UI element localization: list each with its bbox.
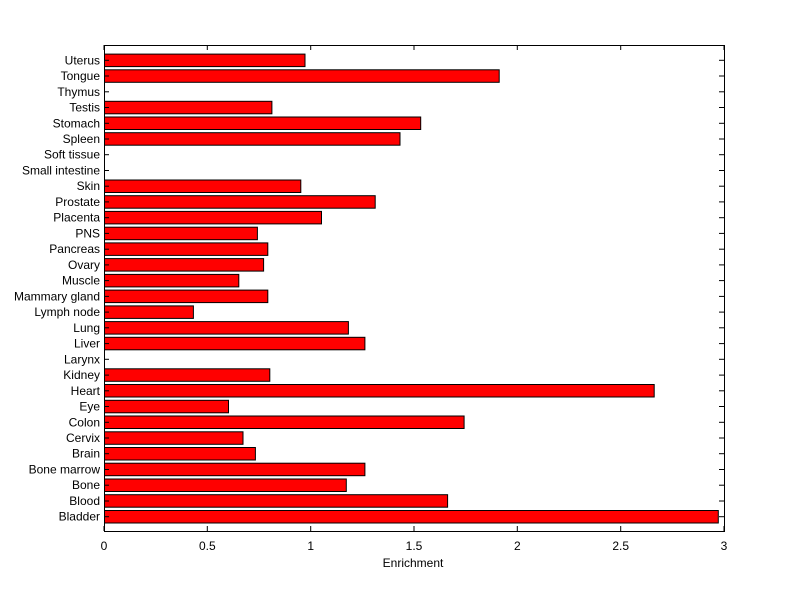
y-tick-label-liver: Liver: [74, 337, 100, 351]
bar-muscle: [104, 273, 240, 288]
bar-tongue: [104, 69, 500, 83]
bar-placenta: [104, 210, 322, 225]
y-tick-label-placenta: Placenta: [53, 211, 100, 225]
y-tick-label-bone-marrow: Bone marrow: [29, 463, 101, 477]
bar-colon: [104, 415, 465, 429]
y-tick-label-cervix: Cervix: [66, 431, 100, 445]
y-tick-label-pancreas: Pancreas: [49, 242, 100, 256]
bar-heart: [104, 384, 655, 398]
y-tick-label-thymus: Thymus: [57, 85, 100, 99]
y-tick-label-kidney: Kidney: [63, 368, 100, 382]
bar-liver: [104, 336, 366, 351]
bar-stomach: [104, 116, 422, 130]
x-tick-label-2: 1: [307, 539, 314, 553]
y-tick-label-prostate: Prostate: [55, 195, 100, 209]
bar-pns: [104, 226, 258, 241]
bar-spleen: [104, 132, 401, 146]
plot-frame: [104, 45, 725, 532]
bar-skin: [104, 179, 302, 193]
bar-bone-marrow: [104, 462, 366, 477]
x-axis-label: Enrichment: [383, 556, 444, 570]
bar-eye: [104, 399, 229, 414]
y-tick-label-lymph-node: Lymph node: [34, 305, 100, 319]
y-tick-label-soft-tissue: Soft tissue: [44, 148, 100, 162]
x-tick-label-4: 2: [514, 539, 521, 553]
bar-brain: [104, 447, 256, 461]
x-tick-label-1: 0.5: [199, 539, 216, 553]
bar-lymph-node: [104, 305, 194, 319]
bar-prostate: [104, 195, 376, 209]
y-tick-label-pns: PNS: [75, 226, 100, 240]
bar-bone: [104, 478, 347, 492]
y-tick-label-mammary-gland: Mammary gland: [14, 289, 100, 303]
y-tick-label-tongue: Tongue: [61, 69, 101, 83]
bar-ovary: [104, 258, 265, 272]
bar-lung: [104, 321, 349, 335]
y-tick-label-brain: Brain: [72, 447, 100, 461]
y-tick-label-ovary: Ovary: [68, 258, 100, 272]
y-tick-label-testis: Testis: [69, 101, 100, 115]
bar-testis: [104, 100, 273, 115]
bar-kidney: [104, 368, 271, 382]
y-tick-label-bladder: Bladder: [59, 510, 100, 524]
bar-blood: [104, 494, 449, 508]
y-tick-label-bone: Bone: [72, 478, 100, 492]
x-tick-label-3: 1.5: [406, 539, 423, 553]
bar-pancreas: [104, 242, 269, 256]
bar-cervix: [104, 431, 244, 445]
y-tick-label-muscle: Muscle: [62, 274, 100, 288]
y-tick-label-small-intestine: Small intestine: [22, 164, 100, 178]
y-tick-label-colon: Colon: [69, 415, 100, 429]
y-tick-label-skin: Skin: [77, 179, 100, 193]
y-tick-label-uterus: Uterus: [65, 53, 100, 67]
y-tick-label-blood: Blood: [69, 494, 100, 508]
y-tick-label-heart: Heart: [71, 384, 101, 398]
bar-mammary-gland: [104, 289, 269, 304]
y-tick-label-spleen: Spleen: [63, 132, 100, 146]
y-tick-label-lung: Lung: [73, 321, 100, 335]
bar-uterus: [104, 53, 306, 68]
y-tick-label-eye: Eye: [79, 400, 100, 414]
x-tick-label-5: 2.5: [612, 539, 629, 553]
x-tick-label-6: 3: [721, 539, 728, 553]
bar-bladder: [104, 510, 719, 524]
x-tick-label-0: 0: [101, 539, 108, 553]
y-tick-label-stomach: Stomach: [53, 116, 100, 130]
y-tick-label-larynx: Larynx: [64, 352, 100, 366]
